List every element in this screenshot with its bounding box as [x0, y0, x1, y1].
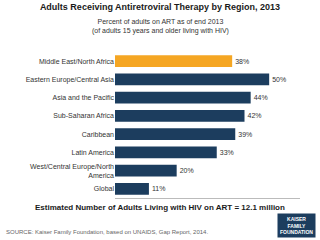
svg-text:Estimated Number of Adults Liv: Estimated Number of Adults Living with H…	[35, 203, 285, 212]
svg-text:33%: 33%	[220, 149, 234, 156]
svg-text:42%: 42%	[248, 112, 262, 119]
svg-text:Sub-Saharan Africa: Sub-Saharan Africa	[53, 112, 114, 119]
svg-text:Middle East/North Africa: Middle East/North Africa	[39, 58, 114, 65]
svg-text:20%: 20%	[180, 167, 194, 174]
svg-text:44%: 44%	[254, 94, 268, 101]
svg-text:50%: 50%	[272, 76, 286, 83]
svg-text:Global: Global	[94, 185, 115, 192]
svg-text:Eastern Europe/Central Asia: Eastern Europe/Central Asia	[26, 76, 114, 84]
svg-text:38%: 38%	[235, 58, 249, 65]
svg-text:Asia and the Pacific: Asia and the Pacific	[53, 94, 115, 101]
svg-text:Percent of adults on ART as of: Percent of adults on ART as of end 2013(…	[92, 18, 229, 35]
svg-text:SOURCE: Kaiser Family Foundati: SOURCE: Kaiser Family Foundation, based …	[6, 229, 208, 235]
svg-text:11%: 11%	[152, 185, 166, 192]
svg-text:West/Central Europe/NorthAmeri: West/Central Europe/NorthAmerica	[30, 163, 114, 179]
svg-text:KAISERFAMILYFOUNDATION: KAISERFAMILYFOUNDATION	[280, 216, 313, 235]
svg-text:39%: 39%	[238, 131, 252, 138]
svg-text:Latin America: Latin America	[72, 149, 115, 156]
svg-text:Caribbean: Caribbean	[82, 131, 114, 138]
svg-text:Adults Receiving Antiretrovira: Adults Receiving Antiretroviral Therapy …	[40, 2, 280, 12]
